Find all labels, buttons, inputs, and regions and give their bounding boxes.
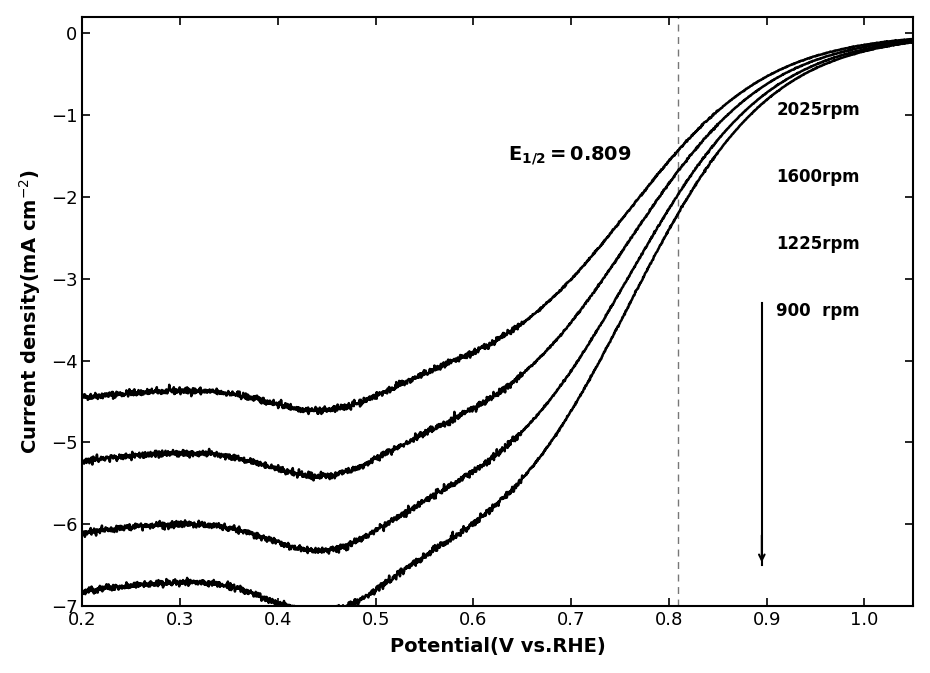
- Text: 900  rpm: 900 rpm: [777, 302, 860, 320]
- Text: 1600rpm: 1600rpm: [777, 168, 860, 186]
- Y-axis label: Current density(mA cm$^{-2}$): Current density(mA cm$^{-2}$): [17, 169, 43, 454]
- Text: 2025rpm: 2025rpm: [777, 101, 860, 119]
- Text: 1225rpm: 1225rpm: [777, 236, 860, 253]
- X-axis label: Potential(V vs.RHE): Potential(V vs.RHE): [390, 637, 605, 656]
- Text: $\mathbf{E_{1/2}=0.809}$: $\mathbf{E_{1/2}=0.809}$: [508, 144, 631, 167]
